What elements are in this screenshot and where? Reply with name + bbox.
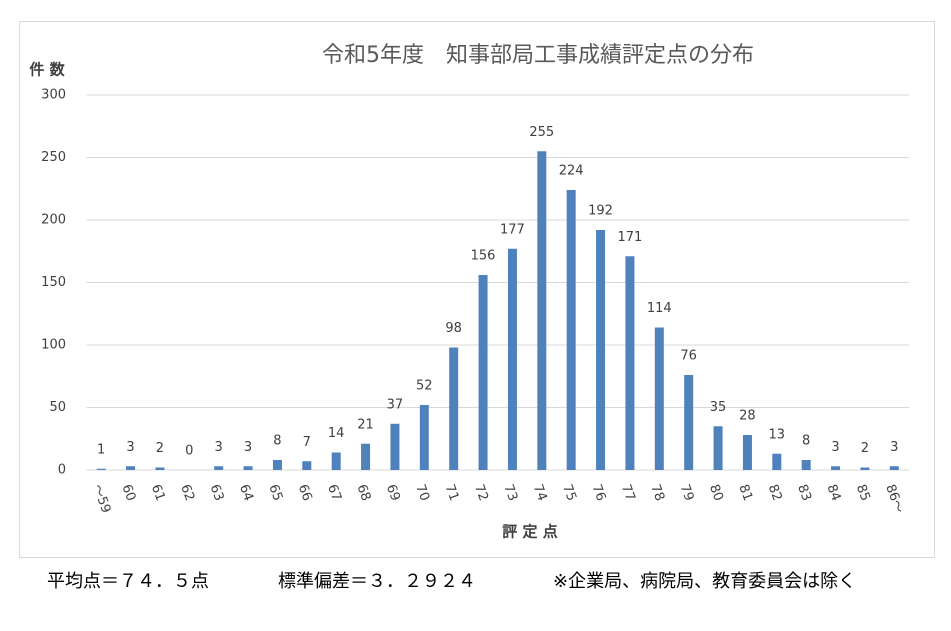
x-tick-label: 69: [383, 482, 403, 503]
chart-frame: [19, 21, 935, 558]
x-tick-label: 78: [647, 482, 667, 503]
chart-title: 令和5年度 知事部局工事成績評定点の分布: [322, 43, 754, 68]
data-label: 8: [802, 434, 810, 449]
bar: [889, 466, 899, 470]
x-tick-label: 85: [853, 482, 873, 503]
y-tick-label: 300: [41, 88, 66, 103]
x-tick-label: 64: [236, 482, 256, 503]
x-tick-label: 70: [412, 482, 432, 503]
x-tick-label: 81: [735, 482, 755, 503]
data-label: 156: [471, 249, 496, 264]
x-tick-label: 80: [706, 482, 726, 503]
x-tick-label: 82: [765, 482, 785, 503]
x-tick-label: 60: [119, 482, 139, 503]
x-tick-label: 77: [618, 482, 638, 503]
y-tick-label: 250: [41, 150, 66, 165]
data-label: 52: [416, 379, 433, 394]
data-label: 14: [328, 426, 345, 441]
x-tick-label: 61: [148, 482, 168, 503]
data-label: 1: [97, 442, 105, 457]
data-label: 7: [303, 435, 311, 450]
x-tick-label: 68: [354, 482, 374, 503]
bar: [742, 435, 752, 470]
bar: [801, 460, 811, 470]
data-label: 37: [387, 397, 404, 412]
x-tick-label: 72: [471, 482, 491, 503]
bar: [860, 467, 870, 470]
bar: [684, 375, 694, 470]
data-label: 3: [244, 440, 252, 455]
x-tick-label: 76: [589, 482, 609, 503]
bar: [507, 248, 517, 470]
bar: [772, 453, 782, 470]
data-label: 3: [890, 440, 898, 455]
x-tick-label: 75: [559, 482, 579, 503]
bar: [155, 467, 165, 470]
data-label: 224: [559, 164, 584, 179]
bar: [243, 466, 253, 470]
bar: [596, 230, 606, 470]
bar: [126, 466, 136, 470]
x-tick-label: 62: [177, 482, 197, 503]
data-label: 76: [680, 349, 697, 364]
bar: [713, 426, 723, 470]
x-tick-label: 73: [500, 482, 520, 503]
bar: [390, 423, 400, 470]
bar: [654, 327, 664, 470]
data-label: 2: [156, 441, 164, 456]
bar: [419, 405, 429, 470]
x-tick-label: 84: [824, 482, 844, 503]
x-tick-label: 65: [265, 482, 285, 503]
x-tick-label: 66: [295, 482, 315, 503]
y-axis-label: 件 数: [29, 61, 65, 79]
bar: [214, 466, 224, 470]
x-tick-label: 79: [677, 482, 697, 503]
bar: [537, 151, 547, 470]
data-label: 114: [647, 301, 672, 316]
data-label: 28: [739, 409, 756, 424]
data-label: 98: [445, 321, 462, 336]
x-tick-label: 71: [442, 482, 462, 503]
bar: [566, 190, 576, 470]
bar: [96, 468, 106, 470]
data-label: 8: [273, 434, 281, 449]
data-label: 192: [588, 204, 613, 219]
y-tick-label: 0: [58, 463, 66, 478]
y-tick-label: 100: [41, 338, 66, 353]
data-label: 3: [126, 440, 134, 455]
bar: [272, 460, 282, 470]
x-tick-label: 67: [324, 482, 344, 503]
bar: [302, 461, 312, 470]
footer-note: ※企業局、病院局、教育委員会は除く: [553, 571, 856, 592]
data-label: 21: [357, 417, 374, 432]
y-tick-label: 200: [41, 213, 66, 228]
x-tick-label: 74: [530, 482, 550, 503]
data-label: 171: [618, 230, 643, 245]
bar: [478, 275, 488, 470]
data-label: 2: [861, 441, 869, 456]
data-label: 13: [769, 427, 786, 442]
y-tick-label: 50: [49, 400, 66, 415]
bar: [625, 256, 635, 470]
data-label: 3: [215, 440, 223, 455]
bar: [831, 466, 841, 470]
data-label: 3: [831, 440, 839, 455]
data-label: 255: [529, 125, 554, 140]
bar: [331, 452, 341, 470]
data-label: 35: [710, 400, 727, 415]
data-label: 0: [185, 444, 193, 459]
bar: [361, 443, 371, 470]
bar: [449, 347, 459, 470]
x-tick-label: 63: [207, 482, 227, 503]
y-tick-label: 150: [41, 275, 66, 290]
footer-mean: 平均点＝７４．５点: [47, 571, 209, 592]
data-label: 177: [500, 222, 525, 237]
x-tick-label: 83: [794, 482, 814, 503]
footer-sd: 標準偏差＝３．２９２４: [278, 571, 476, 592]
x-axis-label: 評 定 点: [502, 523, 557, 541]
